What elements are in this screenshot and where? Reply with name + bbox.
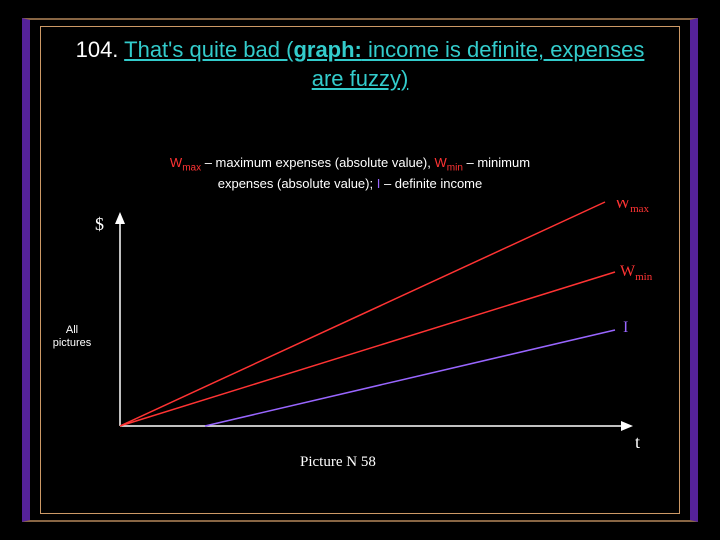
wmax-line xyxy=(120,202,605,426)
income-line xyxy=(205,330,615,426)
slide-title: 104. That's quite bad (graph: income is … xyxy=(60,36,660,93)
income-label: I xyxy=(623,319,628,336)
y-axis-arrow xyxy=(115,212,125,224)
picture-number-label: Picture N 58 xyxy=(300,454,376,471)
chart-svg: $ t Wmax Wmin I xyxy=(85,200,665,460)
wmin-label: Wmin xyxy=(620,263,653,283)
wmin-line xyxy=(120,272,615,426)
chart-legend: Wmax – maximum expenses (absolute value)… xyxy=(150,154,550,193)
x-axis-arrow xyxy=(621,421,633,431)
title-number: 104. xyxy=(76,37,119,62)
title-link[interactable]: That's quite bad (graph: income is defin… xyxy=(124,37,644,91)
wmax-label: Wmax xyxy=(615,200,650,215)
y-axis-label: $ xyxy=(95,214,104,234)
x-axis-label: t xyxy=(635,432,640,452)
